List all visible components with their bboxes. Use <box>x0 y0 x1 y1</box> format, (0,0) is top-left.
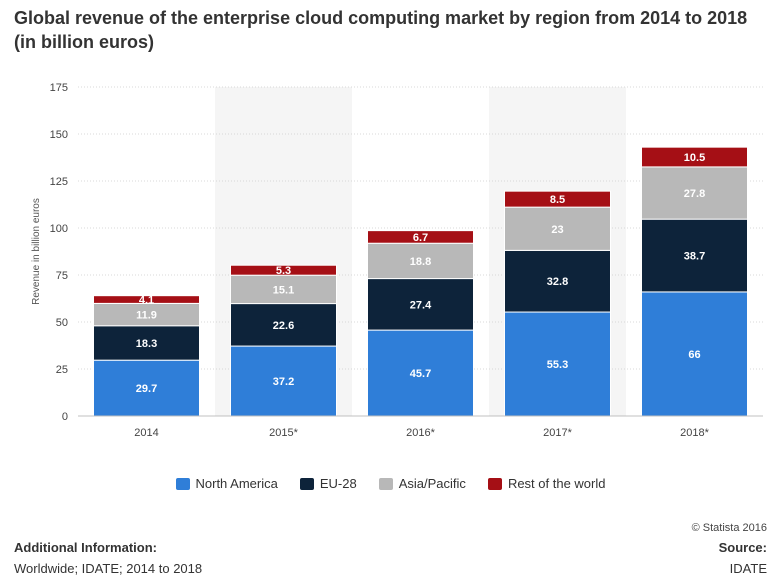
bar-segment <box>504 206 611 251</box>
legend-item[interactable]: EU-28 <box>299 476 357 491</box>
y-axis-title: Revenue in billion euros <box>31 198 42 305</box>
chart-legend: North America EU-28 Asia/Pacific Rest of th… <box>0 476 781 491</box>
data-label: 37.2 <box>273 376 294 388</box>
bar-segment <box>230 274 337 305</box>
y-tick-label: 125 <box>50 176 68 188</box>
bar-segment <box>641 291 748 417</box>
bar-segment <box>230 264 337 276</box>
bar-segment <box>367 230 474 244</box>
y-tick-label: 0 <box>62 411 68 423</box>
y-tick-label: 25 <box>56 364 68 376</box>
bar-segment <box>641 218 748 293</box>
copyright-notice: © Statista 2016 <box>691 522 767 534</box>
additional-info-label: Additional Information: <box>14 540 157 555</box>
data-label: 29.7 <box>136 383 157 395</box>
legend-label: North America <box>195 476 278 491</box>
x-tick-label: 2017* <box>543 427 572 439</box>
legend-label: Asia/Pacific <box>398 476 466 491</box>
data-label: 18.8 <box>410 256 431 268</box>
data-label: 27.4 <box>410 299 432 311</box>
data-label: 11.9 <box>136 310 157 322</box>
data-label: 38.7 <box>684 251 705 263</box>
legend-item[interactable]: Rest of the world <box>487 476 606 491</box>
bar-segment <box>93 295 200 304</box>
data-label: 23 <box>551 224 563 236</box>
data-label: 5.3 <box>276 265 291 277</box>
additional-info-text: Worldwide; IDATE; 2014 to 2018 <box>14 561 203 576</box>
data-label: 4.1 <box>139 295 154 307</box>
bar-segment <box>367 242 474 280</box>
source-label: Source: <box>718 540 767 555</box>
data-label: 18.3 <box>136 338 157 350</box>
stacked-bar-chart: 0 25 50 75 100 125 150 175 Revenue in billion eu… <box>31 82 763 439</box>
y-tick-label: 150 <box>50 129 68 141</box>
legend-swatch <box>378 477 393 490</box>
x-tick-label: 2016* <box>406 427 435 439</box>
data-label: 15.1 <box>273 284 294 296</box>
bar-segment <box>93 325 200 361</box>
bar-segment <box>504 190 611 208</box>
x-tick-label: 2015* <box>269 427 298 439</box>
bar-segment <box>504 249 611 313</box>
data-label: 8.5 <box>550 194 565 206</box>
data-label: 6.7 <box>413 232 428 244</box>
bar-segment <box>504 311 611 417</box>
bar-segment <box>641 146 748 168</box>
data-label: 32.8 <box>547 276 568 288</box>
y-tick-label: 50 <box>56 317 68 329</box>
data-label: 66 <box>688 349 700 361</box>
x-tick-label: 2014 <box>134 427 158 439</box>
chart-title: Global revenue of the enterprise cloud c… <box>14 8 748 52</box>
legend-item[interactable]: Asia/Pacific <box>378 476 466 491</box>
bar-segment <box>367 278 474 331</box>
legend-label: EU-28 <box>319 476 357 491</box>
data-label: 22.6 <box>273 320 294 332</box>
bar-segment <box>641 166 748 220</box>
data-label: 45.7 <box>410 368 431 380</box>
bar-segment <box>230 345 337 417</box>
y-tick-label: 75 <box>56 270 68 282</box>
legend-swatch <box>299 477 314 490</box>
y-tick-label: 175 <box>50 82 68 94</box>
source-text: IDATE <box>729 561 767 576</box>
y-tick-label: 100 <box>50 223 68 235</box>
legend-item[interactable]: North America <box>175 476 278 491</box>
data-label: 55.3 <box>547 359 568 371</box>
legend-swatch <box>175 477 190 490</box>
data-label: 27.8 <box>684 188 705 200</box>
bar-segment <box>93 359 200 417</box>
legend-swatch <box>487 477 502 490</box>
bar-segment <box>367 329 474 417</box>
data-label: 10.5 <box>684 152 705 164</box>
x-tick-label: 2018* <box>680 427 709 439</box>
legend-label: Rest of the world <box>507 476 606 491</box>
